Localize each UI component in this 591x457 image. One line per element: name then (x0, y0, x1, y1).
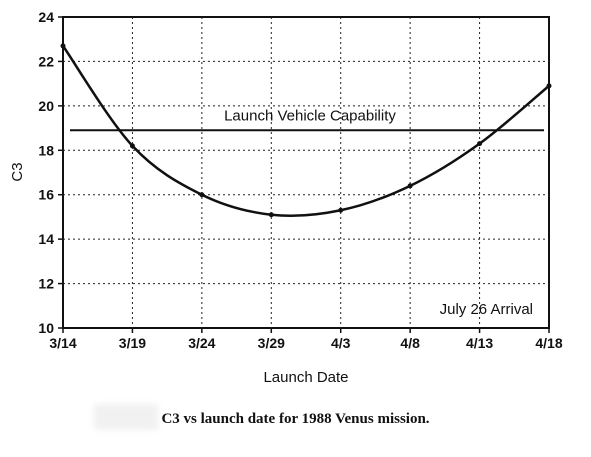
x-tick-label: 3/19 (119, 335, 146, 351)
capability-label: Launch Vehicle Capability (224, 107, 396, 124)
x-axis: 3/14 3/19 3/24 3/29 4/3 4/8 4/13 4/18 (49, 328, 563, 351)
x-tick-label: 3/14 (49, 335, 76, 351)
data-point (60, 43, 66, 49)
y-tick-label: 24 (38, 9, 54, 25)
arrival-annotation: July 26 Arrival (440, 301, 533, 318)
x-tick-label: 4/3 (331, 335, 351, 351)
x-tick-label: 4/8 (400, 335, 420, 351)
data-point (407, 183, 413, 189)
data-point (338, 207, 344, 213)
x-tick-label: 4/13 (466, 335, 493, 351)
data-point (129, 143, 135, 149)
y-tick-label: 22 (38, 53, 54, 69)
reference-lines: Launch Vehicle Capability (70, 107, 544, 132)
series (60, 43, 552, 218)
y-tick-label: 14 (38, 231, 54, 247)
grid (63, 17, 549, 328)
x-tick-label: 3/24 (188, 335, 215, 351)
y-tick-label: 12 (38, 276, 54, 292)
x-tick-label: 3/29 (258, 335, 285, 351)
y-tick-label: 18 (38, 142, 54, 158)
x-tick-label: 4/18 (535, 335, 562, 351)
data-point (546, 83, 552, 89)
y-tick-label: 10 (38, 320, 54, 336)
y-tick-label: 20 (38, 98, 54, 114)
plot-frame (62, 16, 550, 329)
data-point (268, 212, 274, 218)
data-point (477, 141, 483, 147)
data-point (199, 192, 205, 198)
figure-caption: C3 vs launch date for 1988 Venus mission… (161, 411, 430, 427)
caption-smudge (94, 404, 158, 430)
y-tick-label: 16 (38, 187, 54, 203)
y-axis: 10 12 14 16 18 20 22 24 (38, 9, 63, 336)
y-axis-title: C3 (9, 162, 26, 181)
x-axis-title: Launch Date (263, 369, 348, 386)
